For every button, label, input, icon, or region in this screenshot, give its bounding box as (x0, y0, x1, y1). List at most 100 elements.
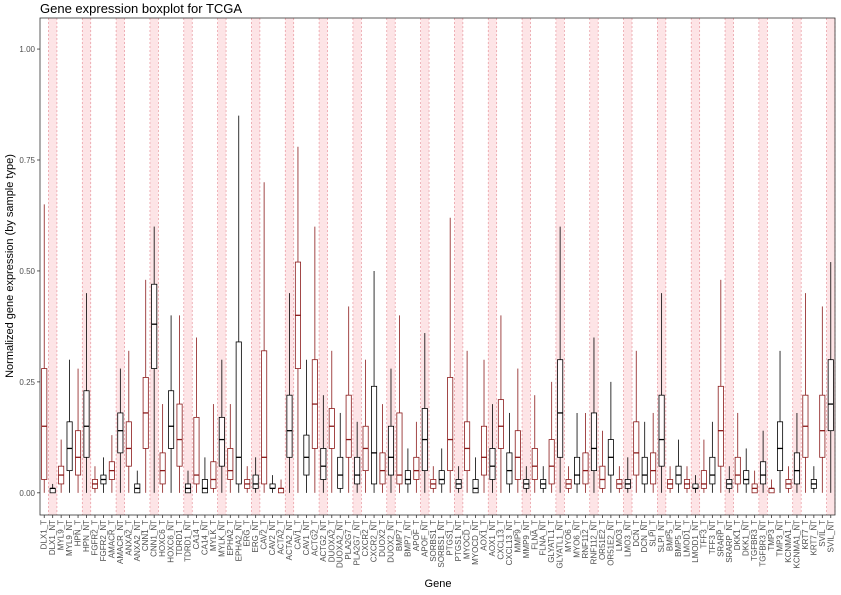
x-tick-label: ACTG2_NT (319, 520, 328, 562)
x-tick-label: DCN_T (632, 520, 641, 547)
y-tick-label: 0.50 (19, 267, 35, 276)
x-tick-label: HOXC6_T (158, 520, 167, 557)
x-tick-label: CXCL13_NT (505, 520, 514, 565)
shade-band (319, 18, 328, 515)
box (548, 439, 555, 485)
x-tick-label: EPHA2_NT (234, 520, 243, 561)
x-tick-label: GLYATL1_T (547, 520, 556, 563)
x-tick-label: LMOD1_T (682, 520, 691, 557)
x-tick-label: MMP9_T (513, 520, 522, 553)
box (819, 394, 826, 458)
shade-band (48, 18, 57, 515)
box (117, 412, 124, 454)
box (286, 394, 293, 458)
x-tick-label: KRT7_NT (809, 520, 818, 556)
x-tick-label: CNN1_NT (150, 520, 159, 557)
x-tick-label: MYL9_T (57, 520, 66, 550)
x-tick-label: ANXA2_NT (133, 520, 142, 561)
x-tick-label: KCNMA1_T (784, 520, 793, 563)
x-tick-label: BMP5_T (666, 520, 675, 551)
x-tick-label: AOX1_NT (488, 520, 497, 557)
box (700, 470, 707, 489)
shade-band (420, 18, 430, 515)
x-tick-label: LMOD1_NT (691, 520, 700, 563)
x-tick-label: BMP5_NT (674, 520, 683, 557)
x-tick-label: KCNMA1_NT (792, 520, 801, 569)
box (261, 350, 268, 485)
x-tick-label: MYOCD_T (463, 520, 472, 559)
x-tick-label: SORBS1_T (429, 520, 438, 562)
box (387, 425, 395, 476)
box (506, 452, 513, 485)
x-tick-label: ERG_NT (251, 520, 260, 553)
x-tick-label: HPN_NT (82, 520, 91, 552)
box (760, 461, 767, 485)
x-tick-label: CA14_NT (200, 520, 209, 555)
box (793, 452, 800, 485)
box (176, 403, 183, 467)
x-tick-label: RNF112_T (581, 520, 590, 559)
box (83, 390, 90, 458)
shade-band (217, 18, 227, 515)
box (633, 421, 640, 476)
box (464, 421, 471, 472)
x-tick-label: AMACR_T (107, 520, 116, 558)
x-tick-label: TDRD1_T (175, 520, 184, 556)
x-tick-label: TMP3_T (767, 520, 776, 551)
x-tick-label: DUOXA2_NT (336, 520, 345, 568)
box (75, 430, 82, 476)
x-tick-label: ERG_T (243, 520, 252, 547)
box (66, 421, 73, 472)
box (252, 474, 259, 489)
box (827, 359, 834, 432)
box (692, 483, 699, 489)
y-tick-label: 1.00 (19, 45, 35, 54)
x-tick-label: DUOX2_T (378, 520, 387, 557)
x-tick-label: FLNA_T (530, 520, 539, 550)
box (159, 452, 166, 485)
box (709, 456, 716, 485)
x-tick-label: RNF112_NT (589, 520, 598, 564)
y-tick-label: 0.75 (19, 156, 35, 165)
y-tick-label: 0.00 (19, 489, 35, 498)
y-axis: 0.00 0.25 0.50 0.75 1.00 (19, 45, 40, 498)
box (743, 470, 750, 485)
x-tick-label: OR51E2_NT (606, 520, 615, 566)
x-tick-label: FGFR2_T (90, 520, 99, 556)
box (168, 390, 175, 449)
x-tick-label: MMP9_NT (522, 520, 531, 558)
x-tick-label: SVIL_T (818, 520, 827, 547)
box (354, 456, 361, 485)
x-tick-label: DUOXA2_T (327, 520, 336, 562)
box (768, 487, 775, 494)
shade-band (251, 18, 260, 515)
x-tick-label: CAV1_NT (302, 520, 311, 556)
box (641, 456, 648, 485)
shade-band (352, 18, 362, 515)
x-tick-label: TDRD1_NT (184, 520, 193, 562)
shade-band (691, 18, 700, 515)
x-tick-label: TGFBR3_NT (759, 520, 768, 567)
shade-band (589, 18, 599, 515)
x-tick-label: BMP7_NT (403, 520, 412, 557)
x-tick-label: CAV2_T (260, 520, 269, 550)
shade-band (285, 18, 294, 515)
x-tick-label: PTGS1_NT (454, 520, 463, 561)
box (574, 456, 581, 485)
x-tick-label: OR51E2_T (598, 520, 607, 560)
box (396, 412, 403, 485)
x-tick-label: DUOX2_NT (386, 520, 395, 563)
x-tick-label: CAV1_T (293, 520, 302, 550)
box (193, 416, 200, 485)
box (151, 283, 158, 369)
box (49, 487, 56, 494)
box (278, 487, 285, 494)
shade-band (116, 18, 125, 515)
box (658, 394, 665, 467)
x-tick-label: SLPI_NT (657, 520, 666, 553)
box-series (41, 115, 834, 494)
box (227, 448, 234, 480)
x-tick-label: HOXC6_NT (167, 520, 176, 563)
box (235, 341, 242, 485)
x-tick-label: PLA2G7_T (344, 520, 353, 560)
